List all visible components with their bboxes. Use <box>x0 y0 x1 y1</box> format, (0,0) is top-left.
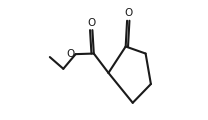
Text: O: O <box>124 8 132 18</box>
Text: O: O <box>87 18 95 28</box>
Text: O: O <box>66 49 75 59</box>
